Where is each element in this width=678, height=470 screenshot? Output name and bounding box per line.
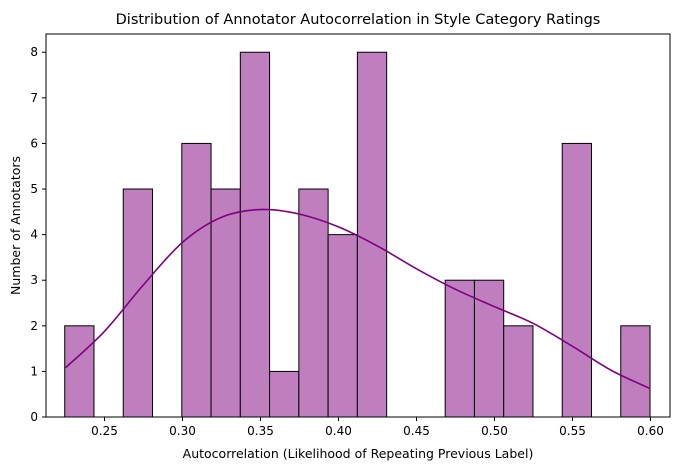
y-axis: 0 1 2 3 4 5 6 7 8 [30, 45, 46, 424]
y-axis-label: Number of Annotators [8, 156, 23, 295]
histogram-bar [473, 279, 505, 418]
x-tick-label: 0.55 [559, 424, 586, 438]
histogram-bar [356, 51, 388, 418]
x-tick-label: 0.30 [169, 424, 196, 438]
plot-frame [45, 33, 671, 418]
y-tick-label: 3 [30, 273, 38, 287]
x-tick-label: 0.25 [91, 424, 118, 438]
histogram-bar [210, 188, 241, 418]
x-axis-label: Autocorrelation (Likelihood of Repeating… [183, 446, 534, 461]
y-tick-label: 5 [30, 182, 38, 196]
histogram-bar [181, 142, 212, 418]
bars-layer [64, 51, 651, 418]
kde-curve [64, 208, 651, 390]
histogram-bar [561, 142, 593, 418]
y-tick-label: 2 [30, 319, 38, 333]
y-tick-label: 8 [30, 45, 38, 59]
y-tick-label: 7 [30, 91, 38, 105]
x-tick-label: 0.40 [325, 424, 352, 438]
chart-title: Distribution of Annotator Autocorrelatio… [116, 12, 601, 28]
histogram-bar [269, 370, 300, 418]
x-tick-label: 0.35 [247, 424, 274, 438]
histogram-bar [620, 325, 651, 418]
histogram-bar [64, 325, 95, 418]
histogram-bar [503, 325, 534, 418]
x-axis: 0.25 0.30 0.35 0.40 0.45 0.50 0.55 0.60 [91, 417, 664, 438]
histogram-bar [239, 51, 271, 418]
histogram-bar [444, 279, 475, 418]
y-tick-label: 0 [30, 410, 38, 424]
x-tick-label: 0.45 [403, 424, 430, 438]
x-tick-label: 0.50 [481, 424, 508, 438]
histogram-bar [327, 234, 358, 418]
x-tick-label: 0.60 [637, 424, 664, 438]
y-tick-label: 1 [30, 364, 38, 378]
y-tick-label: 6 [30, 136, 38, 150]
histogram-bar [298, 188, 329, 418]
y-tick-label: 4 [30, 228, 38, 242]
